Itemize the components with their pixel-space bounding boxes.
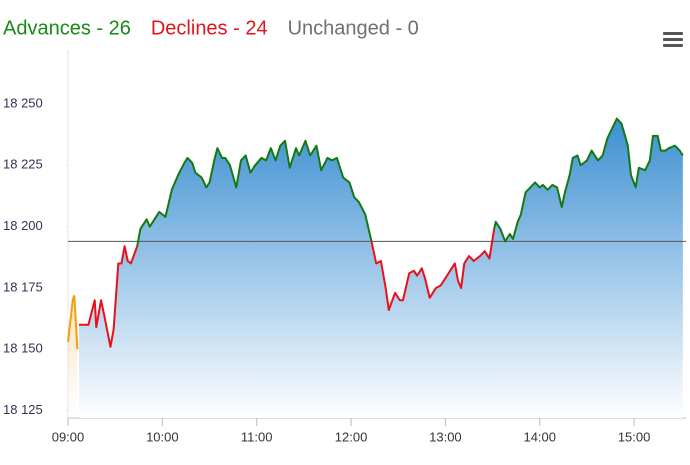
x-tick-label: 13:00	[429, 429, 462, 444]
header-stat: Advances - 26	[3, 17, 131, 39]
x-tick-label: 09:00	[52, 429, 85, 444]
line	[136, 139, 373, 247]
menu-button[interactable]	[660, 28, 686, 50]
header-stat: Declines - 24	[151, 17, 268, 39]
x-tick-label: 12:00	[335, 429, 368, 444]
line	[79, 245, 139, 348]
x-tick-label: 10:00	[146, 429, 179, 444]
header-stat: Unchanged - 0	[288, 17, 419, 39]
header: Advances - 26 Declines - 24 Unchanged - 0	[3, 17, 419, 39]
line	[370, 228, 496, 312]
y-tick-label: 18 250	[3, 95, 43, 110]
y-tick-label: 18 225	[3, 157, 43, 172]
y-tick-label: 18 175	[3, 279, 43, 294]
x-tick-label: 11:00	[241, 429, 273, 444]
y-tick-label: 18 125	[3, 402, 43, 417]
menu-bar	[663, 32, 683, 35]
preopen-line	[67, 295, 79, 350]
menu-bar	[663, 44, 683, 47]
menu-bar	[663, 38, 683, 41]
x-tick-label: 14:00	[523, 429, 556, 444]
y-tick-label: 18 200	[3, 218, 43, 233]
x-tick-label: 15:00	[618, 429, 651, 444]
y-tick-label: 18 150	[3, 341, 43, 356]
line	[493, 117, 684, 243]
area	[79, 118, 683, 419]
